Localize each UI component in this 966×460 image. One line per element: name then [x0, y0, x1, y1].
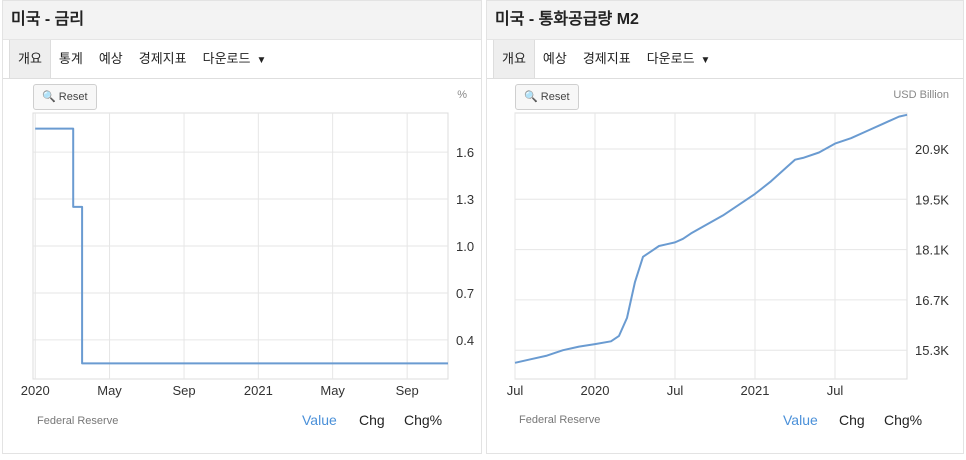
x-tick-label: Jul: [667, 383, 684, 398]
tab-overview[interactable]: 개요: [9, 40, 51, 78]
x-tick-label: 2020: [581, 383, 610, 398]
source-label: Federal Reserve: [519, 414, 601, 426]
tab-download-label: 다운로드: [202, 51, 251, 66]
y-tick-label: 20.9K: [915, 142, 949, 157]
x-tick-label: Jul: [507, 383, 524, 398]
series-line: [35, 127, 448, 365]
tab-indicators[interactable]: 경제지표: [582, 51, 631, 66]
unit-label: USD Billion: [893, 89, 949, 101]
x-tick-label: 2021: [741, 383, 770, 398]
value-toggle[interactable]: Value: [302, 412, 337, 428]
chg-toggle[interactable]: Chg: [359, 412, 385, 428]
y-tick-label: 0.4: [456, 333, 474, 348]
m2-chart[interactable]: 15.3K 16.7K 18.1K 19.5K 20.9K Jul 2020 Jul 2021 J…: [487, 79, 965, 455]
y-tick-label: 1.0: [456, 239, 474, 254]
y-tick-label: 15.3K: [915, 343, 949, 358]
y-tick-label: 19.5K: [915, 192, 949, 207]
tab-download[interactable]: 다운로드 ▼: [639, 40, 719, 78]
reset-button[interactable]: 🔍 Reset: [515, 84, 579, 110]
x-tick-label: May: [97, 383, 122, 398]
source-label: Federal Reserve: [37, 415, 119, 427]
y-tick-label: 16.7K: [915, 293, 949, 308]
reset-label: Reset: [58, 91, 88, 103]
interest-rate-panel: 미국 - 금리 개요 통계 예상 경제지표 다운로드 ▼ 0.4 0.7 1.0 1.3…: [2, 0, 482, 454]
x-tick-label: Sep: [396, 383, 419, 398]
tab-download-label: 다운로드: [646, 51, 695, 66]
x-tick-label: Jul: [827, 383, 844, 398]
panel-title: 미국 - 금리: [3, 1, 481, 40]
plot-area: [514, 112, 908, 380]
panel-title: 미국 - 통화공급량 M2: [487, 1, 963, 40]
x-tick-label: 2021: [244, 383, 273, 398]
y-tick-label: 18.1K: [915, 243, 949, 258]
x-tick-label: 2020: [21, 383, 50, 398]
tab-indicators[interactable]: 경제지표: [138, 51, 187, 66]
chg-toggle[interactable]: Chg: [839, 412, 865, 428]
chg-pct-toggle[interactable]: Chg%: [404, 412, 443, 428]
y-tick-label: 0.7: [456, 286, 474, 301]
interest-rate-chart[interactable]: 0.4 0.7 1.0 1.3 1.6 2020 May Sep 2021 May Sep: [3, 79, 483, 455]
caret-down-icon: ▼: [700, 55, 711, 66]
series-line: [514, 113, 908, 364]
caret-down-icon: ▼: [256, 55, 267, 66]
tab-bar: 개요 통계 예상 경제지표 다운로드 ▼: [3, 40, 481, 79]
x-tick-label: Sep: [172, 383, 195, 398]
chart-area: 15.3K 16.7K 18.1K 19.5K 20.9K Jul 2020 Jul 2021 J…: [487, 79, 963, 455]
unit-label: %: [457, 89, 467, 101]
y-tick-label: 1.6: [456, 145, 474, 160]
tab-forecast[interactable]: 예상: [542, 51, 567, 66]
tab-statistics[interactable]: 통계: [58, 51, 83, 66]
chart-area: 0.4 0.7 1.0 1.3 1.6 2020 May Sep 2021 May Sep 🔍 Re…: [3, 79, 481, 455]
m2-money-supply-panel: 미국 - 통화공급량 M2 개요 예상 경제지표 다운로드 ▼ 15.3K 16.7…: [486, 0, 964, 454]
tab-forecast[interactable]: 예상: [98, 51, 123, 66]
tab-bar: 개요 예상 경제지표 다운로드 ▼: [487, 40, 963, 79]
zoom-icon: 🔍: [42, 91, 56, 103]
tab-download[interactable]: 다운로드 ▼: [195, 40, 275, 78]
y-tick-label: 1.3: [456, 192, 474, 207]
reset-button[interactable]: 🔍 Reset: [33, 84, 97, 110]
reset-label: Reset: [540, 91, 570, 103]
chg-pct-toggle[interactable]: Chg%: [884, 412, 923, 428]
x-tick-label: May: [320, 383, 345, 398]
tab-overview[interactable]: 개요: [493, 40, 535, 78]
value-toggle[interactable]: Value: [783, 412, 818, 428]
zoom-icon: 🔍: [524, 91, 538, 103]
